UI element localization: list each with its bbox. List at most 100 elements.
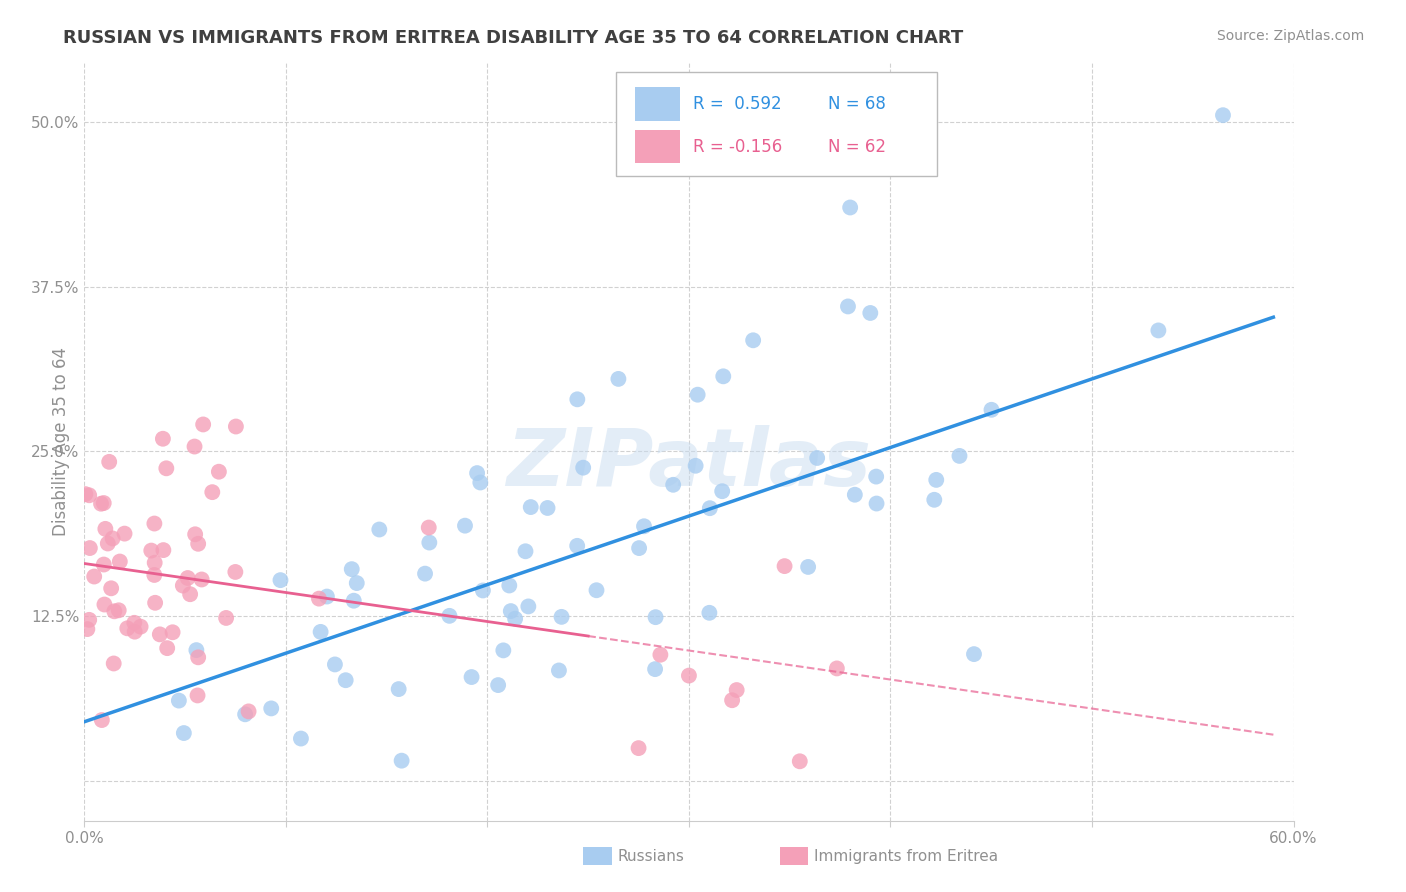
Point <box>388 682 411 697</box>
FancyBboxPatch shape <box>616 71 936 177</box>
Point <box>76 622 98 636</box>
Point <box>103 657 125 671</box>
Text: Russians: Russians <box>617 849 685 863</box>
Point <box>90 497 112 511</box>
Point <box>925 473 948 487</box>
Point <box>156 641 179 656</box>
Point <box>152 432 174 446</box>
Point <box>143 556 166 570</box>
Point <box>346 576 368 591</box>
Point <box>124 615 146 630</box>
Point <box>572 460 595 475</box>
Point <box>519 500 541 514</box>
Point <box>75 487 97 501</box>
Point <box>108 555 131 569</box>
Point <box>650 648 672 662</box>
Point <box>79 541 101 555</box>
Text: R = -0.156: R = -0.156 <box>693 137 782 155</box>
Point <box>143 516 166 531</box>
Point <box>742 333 765 347</box>
Point <box>789 754 811 768</box>
Point <box>184 527 207 541</box>
Point <box>865 469 887 483</box>
Point <box>201 485 224 500</box>
Point <box>183 440 205 454</box>
Point <box>498 578 520 592</box>
Point <box>721 693 744 707</box>
Point <box>825 661 848 675</box>
Point <box>922 492 945 507</box>
Point <box>124 624 146 639</box>
Point <box>844 488 866 502</box>
Point <box>149 627 172 641</box>
Point <box>290 731 312 746</box>
Point <box>1147 323 1170 337</box>
Point <box>548 664 571 678</box>
Point <box>725 683 748 698</box>
Point <box>155 461 177 475</box>
Point <box>129 620 152 634</box>
Point <box>470 475 492 490</box>
Point <box>865 496 887 510</box>
Point <box>93 598 115 612</box>
Point <box>143 568 166 582</box>
Point <box>492 643 515 657</box>
Point <box>98 455 121 469</box>
Point <box>173 726 195 740</box>
Point <box>143 596 166 610</box>
Point <box>711 484 734 499</box>
Point <box>103 604 125 618</box>
Point <box>215 611 238 625</box>
Text: N = 68: N = 68 <box>828 95 886 113</box>
Point <box>368 523 391 537</box>
Point <box>837 300 859 314</box>
Point <box>97 536 120 550</box>
Point <box>471 583 494 598</box>
Point <box>152 543 174 558</box>
Point <box>260 701 283 715</box>
Point <box>94 522 117 536</box>
Point <box>90 713 112 727</box>
Point <box>162 625 184 640</box>
Point <box>83 569 105 583</box>
Point <box>486 678 509 692</box>
Point <box>585 583 607 598</box>
Point <box>503 612 526 626</box>
Point <box>93 496 115 510</box>
Point <box>93 558 115 572</box>
Point <box>839 201 862 215</box>
Bar <box>634 130 681 163</box>
Point <box>550 610 572 624</box>
Point <box>686 387 709 401</box>
Point <box>191 417 214 432</box>
Point <box>627 741 650 756</box>
Point <box>633 519 655 533</box>
Point <box>465 466 488 480</box>
Point <box>172 578 194 592</box>
Point <box>418 535 440 549</box>
Point <box>460 670 482 684</box>
Point <box>499 604 522 618</box>
Point <box>141 543 163 558</box>
Point <box>517 599 540 614</box>
Point <box>567 392 589 407</box>
Point <box>177 571 200 585</box>
Point <box>101 532 124 546</box>
Point <box>685 458 707 473</box>
Point <box>699 501 721 516</box>
Point <box>1212 108 1234 122</box>
Point <box>662 477 685 491</box>
Point <box>238 705 260 719</box>
Point <box>806 450 828 465</box>
Point <box>418 520 440 534</box>
Bar <box>634 87 681 120</box>
Point <box>187 537 209 551</box>
Text: ZIPatlas: ZIPatlas <box>506 425 872 503</box>
Point <box>699 606 721 620</box>
Point <box>628 541 651 555</box>
Text: Source: ZipAtlas.com: Source: ZipAtlas.com <box>1216 29 1364 44</box>
Point <box>963 647 986 661</box>
Point <box>413 566 436 581</box>
Point <box>186 643 208 657</box>
Point <box>980 402 1002 417</box>
